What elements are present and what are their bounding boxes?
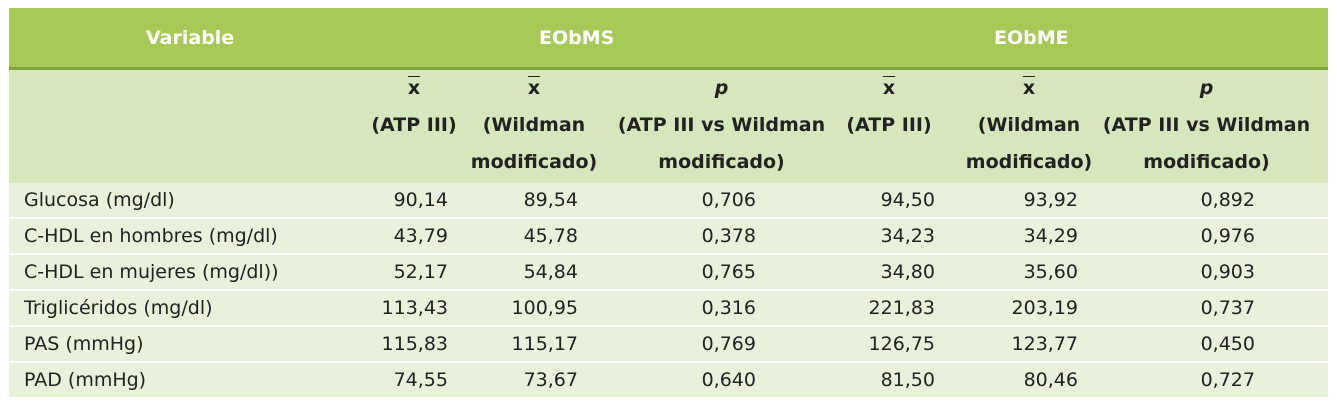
header-variable: Variable	[146, 27, 235, 49]
cell-me-atp: 94,50	[880, 189, 935, 211]
mean-symbol: x	[1022, 77, 1036, 99]
cell-me-wild: 80,46	[1023, 369, 1078, 391]
cell-me-wild: 34,29	[1023, 225, 1078, 247]
cell-ms-atp: 52,17	[393, 261, 448, 283]
cell-ms-wild: 100,95	[511, 297, 578, 319]
table-row: PAD (mmHg) 74,55 73,67 0,640 81,50 80,46…	[9, 363, 1328, 399]
cell-ms-wild: 115,17	[511, 333, 578, 355]
cell-ms-atp: 113,43	[381, 297, 448, 319]
cell-ms-atp: 43,79	[393, 225, 448, 247]
cell-ms-p: 0,640	[701, 369, 756, 391]
col-label: (ATP III vs Wildman	[617, 114, 826, 136]
col-label: (ATP III vs Wildman	[1102, 114, 1311, 136]
table-row: Glucosa (mg/dl) 90,14 89,54 0,706 94,50 …	[9, 183, 1328, 219]
cell-me-p: 0,737	[1200, 297, 1255, 319]
cell-me-atp: 34,23	[880, 225, 935, 247]
col-label: (ATP III)	[371, 114, 457, 136]
cell-me-atp: 34,80	[880, 261, 935, 283]
mean-symbol: x	[527, 77, 541, 99]
row-label: PAD (mmHg)	[24, 369, 147, 391]
row-label: C-HDL en mujeres (mg/dl))	[24, 261, 279, 283]
cell-me-wild: 93,92	[1023, 189, 1078, 211]
col-label: modificado)	[1143, 151, 1270, 173]
p-symbol: p	[1199, 77, 1214, 99]
cell-ms-atp: 90,14	[393, 189, 448, 211]
cell-me-atp: 221,83	[868, 297, 935, 319]
row-label: PAS (mmHg)	[24, 333, 144, 355]
cell-ms-p: 0,765	[701, 261, 756, 283]
row-label: Triglicéridos (mg/dl)	[24, 297, 213, 319]
col-me-atp: x (ATP III)	[834, 70, 944, 144]
cell-ms-atp: 115,83	[381, 333, 448, 355]
cell-ms-p: 0,316	[701, 297, 756, 319]
data-table: Variable EObMS EObME x (ATP III) x (Wild…	[9, 8, 1328, 403]
cell-me-p: 0,903	[1200, 261, 1255, 283]
col-label: modificado)	[470, 151, 598, 173]
row-label: C-HDL en hombres (mg/dl)	[24, 225, 278, 247]
cell-me-p: 0,450	[1200, 333, 1255, 355]
p-symbol: p	[714, 77, 729, 99]
cell-ms-atp: 74,55	[393, 369, 448, 391]
col-me-p: p (ATP III vs Wildman modificado)	[1099, 70, 1314, 181]
col-label: (Wildman	[977, 114, 1081, 136]
cell-ms-wild: 89,54	[523, 189, 578, 211]
cell-me-p: 0,892	[1200, 189, 1255, 211]
cell-ms-wild: 45,78	[523, 225, 578, 247]
mean-symbol: x	[407, 77, 421, 99]
header-eobme: EObME	[994, 27, 1069, 49]
cell-me-p: 0,727	[1200, 369, 1255, 391]
cell-ms-p: 0,378	[701, 225, 756, 247]
cell-me-atp: 81,50	[880, 369, 935, 391]
mean-symbol: x	[882, 77, 896, 99]
col-ms-p: p (ATP III vs Wildman modificado)	[614, 70, 829, 181]
table-header: Variable EObMS EObME	[9, 8, 1328, 70]
header-eobms: EObMS	[539, 27, 615, 49]
cell-me-wild: 123,77	[1011, 333, 1078, 355]
cell-me-wild: 203,19	[1011, 297, 1078, 319]
col-ms-wild: x (Wildman modificado)	[469, 70, 599, 181]
cell-me-wild: 35,60	[1023, 261, 1078, 283]
col-label: (Wildman	[482, 114, 586, 136]
table-row: C-HDL en mujeres (mg/dl)) 52,17 54,84 0,…	[9, 255, 1328, 291]
col-label: modificado)	[965, 151, 1093, 173]
table-row: PAS (mmHg) 115,83 115,17 0,769 126,75 12…	[9, 327, 1328, 363]
cell-me-p: 0,976	[1200, 225, 1255, 247]
cell-me-atp: 126,75	[868, 333, 935, 355]
cell-ms-wild: 73,67	[523, 369, 578, 391]
cell-ms-p: 0,706	[701, 189, 756, 211]
col-ms-atp: x (ATP III)	[359, 70, 469, 144]
row-label: Glucosa (mg/dl)	[24, 189, 175, 211]
cell-ms-p: 0,769	[701, 333, 756, 355]
col-label: modificado)	[658, 151, 785, 173]
col-me-wild: x (Wildman modificado)	[964, 70, 1094, 181]
cell-ms-wild: 54,84	[523, 261, 578, 283]
table-body: Glucosa (mg/dl) 90,14 89,54 0,706 94,50 …	[9, 183, 1328, 399]
col-label: (ATP III)	[846, 114, 932, 136]
table-row: C-HDL en hombres (mg/dl) 43,79 45,78 0,3…	[9, 219, 1328, 255]
table-row: Triglicéridos (mg/dl) 113,43 100,95 0,31…	[9, 291, 1328, 327]
table-subheader: x (ATP III) x (Wildman modificado) p (AT…	[9, 70, 1328, 183]
